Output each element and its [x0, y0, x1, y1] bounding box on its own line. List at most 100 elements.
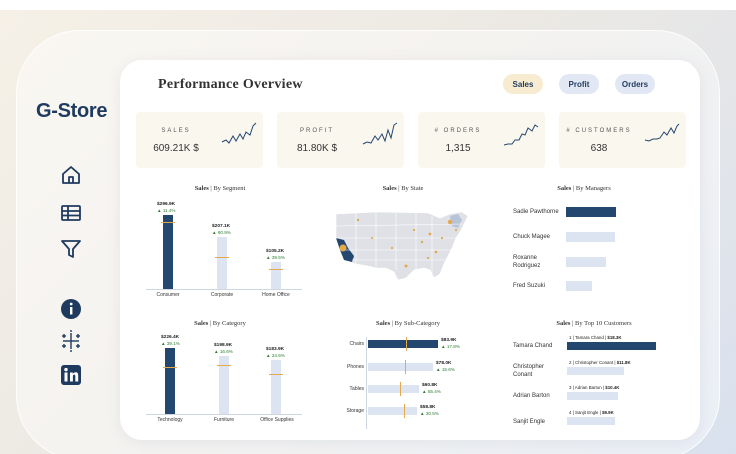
target-line: [404, 404, 405, 418]
subcategory-label: Phones: [347, 364, 364, 370]
kpi-card-orders: # ORDERS 1,315: [418, 112, 545, 168]
kpi-label: PROFIT: [300, 128, 334, 134]
tableau-icon[interactable]: [58, 328, 84, 354]
bar-pct: ▲ 17.8%: [441, 344, 460, 349]
target-line: [269, 269, 283, 270]
bar-value: $83.9K: [441, 338, 457, 343]
customer-rank-label: 2 | Christopher Conant | $11.8K: [569, 360, 631, 365]
bar-furniture[interactable]: [219, 356, 229, 414]
bar-pct: ▲ 55.4%: [422, 389, 441, 394]
kpi-card-customers: # CUSTOMERS 638: [559, 112, 686, 168]
kpi-card-profit: PROFIT 81.80K $: [277, 112, 404, 168]
chart-title-segment: Sales | By Segment: [194, 185, 246, 192]
bar-value: $207.1K: [212, 224, 231, 229]
manager-name: Fred Suzuki: [513, 283, 546, 289]
linkedin-icon[interactable]: [58, 362, 84, 388]
category-label: Office Supplies: [260, 417, 294, 423]
tab-profit[interactable]: Profit: [559, 74, 599, 94]
kpi-value: 81.80K $: [296, 143, 338, 154]
chart-title-customers: Sales | By Top 10 Customers: [556, 320, 632, 327]
chart-title-state: Sales | By State: [382, 185, 424, 192]
main-panel: Performance Overview Sales Profit Orders…: [120, 60, 700, 440]
customer-rank-label: 1 | Tamara Chand | $18.3K: [569, 335, 622, 340]
kpi-label: # ORDERS: [434, 128, 482, 134]
tab-orders[interactable]: Orders: [615, 74, 655, 94]
category-label: Corporate: [210, 292, 234, 298]
sparkline: [644, 123, 680, 142]
target-line: [406, 337, 407, 351]
bar-pct: ▲ 16.6%: [214, 349, 233, 354]
bar-customer[interactable]: [567, 392, 618, 400]
bar-manager[interactable]: [566, 257, 606, 267]
bar-pct: ▲ 15.6%: [436, 367, 455, 372]
bar-value: $60.8K: [422, 383, 438, 388]
bar-customer[interactable]: [567, 367, 624, 375]
bar-customer[interactable]: [567, 342, 656, 350]
customer-name: Adrian Barton: [513, 393, 550, 399]
bar-value: $183.9K: [266, 347, 285, 352]
target-line: [405, 360, 406, 374]
us-state-map[interactable]: [332, 208, 476, 284]
chart-title-subcategory: Sales | By Sub-Category: [376, 320, 440, 327]
bar-pct: ▲ 11.4%: [157, 208, 176, 213]
subcategory-label: Chairs: [349, 341, 364, 347]
bar-tables[interactable]: [368, 385, 419, 393]
category-label: Home Office: [262, 292, 290, 298]
bar-office-supplies[interactable]: [271, 360, 281, 414]
bar-manager[interactable]: [566, 207, 616, 217]
bar-corporate[interactable]: [217, 237, 227, 289]
brand-logo: G-Store: [36, 100, 108, 122]
bar-technology[interactable]: [165, 348, 175, 414]
target-line: [217, 365, 231, 366]
manager-name: Chuck Magee: [513, 234, 551, 240]
category-label: Technology: [157, 417, 183, 423]
kpi-card-sales: SALES 609.21K $: [136, 112, 263, 168]
bar-pct: ▲ 60.9%: [212, 230, 231, 235]
customer-rank-label: 4 | Sanjit Engle | $9.9K: [569, 410, 614, 415]
bar-customer[interactable]: [567, 417, 615, 425]
manager-name: Roxanne Rodriguez: [513, 255, 541, 269]
manager-name: Sadie Pawthorne: [513, 209, 559, 215]
top-band: [0, 0, 736, 10]
bar-manager[interactable]: [566, 281, 592, 291]
category-label: Furniture: [213, 417, 234, 423]
target-line: [215, 257, 229, 258]
axis-line: [146, 289, 302, 290]
chart-title-managers: Sales | By Managers: [557, 185, 611, 192]
tab-sales[interactable]: Sales: [503, 74, 543, 94]
customer-name: Christopher Conant: [513, 364, 545, 378]
target-line: [163, 367, 177, 368]
customer-name: Sanjit Engle: [513, 419, 546, 425]
sparkline: [362, 122, 398, 145]
kpi-label: # CUSTOMERS: [566, 128, 632, 134]
chart-title-category: Sales | By Category: [194, 320, 246, 327]
bar-storage[interactable]: [368, 407, 417, 415]
axis-line: [366, 337, 367, 429]
bar-value: $78.0K: [436, 361, 452, 366]
axis-line: [146, 414, 302, 415]
info-icon[interactable]: [58, 296, 84, 322]
filter-icon[interactable]: [58, 236, 84, 262]
sparkline: [503, 124, 539, 146]
customer-rank-label: 3 | Adrian Barton | $10.4K: [569, 385, 620, 390]
bar-home-office[interactable]: [271, 262, 281, 289]
bar-pct: ▲ 30.5%: [420, 411, 439, 416]
bar-value: $198.9K: [214, 343, 233, 348]
home-icon[interactable]: [58, 162, 84, 188]
bar-manager[interactable]: [566, 232, 615, 242]
subcategory-label: Storage: [346, 408, 364, 414]
bar-pct: ▲ 34.6%: [266, 353, 285, 358]
bar-phones[interactable]: [368, 363, 433, 371]
kpi-label: SALES: [161, 128, 191, 134]
target-line: [161, 222, 175, 223]
bar-value: $58.8K: [420, 405, 436, 410]
bar-consumer[interactable]: [163, 215, 173, 289]
bar-value: $226.4K: [161, 335, 180, 340]
kpi-value: 638: [590, 143, 608, 154]
kpi-value: 1,315: [445, 143, 471, 154]
bar-pct: ▲ 39.5%: [266, 255, 285, 260]
bar-value: $296.9K: [157, 202, 176, 207]
target-line: [269, 374, 283, 375]
bar-chairs[interactable]: [368, 340, 438, 348]
table-icon[interactable]: [58, 200, 84, 226]
